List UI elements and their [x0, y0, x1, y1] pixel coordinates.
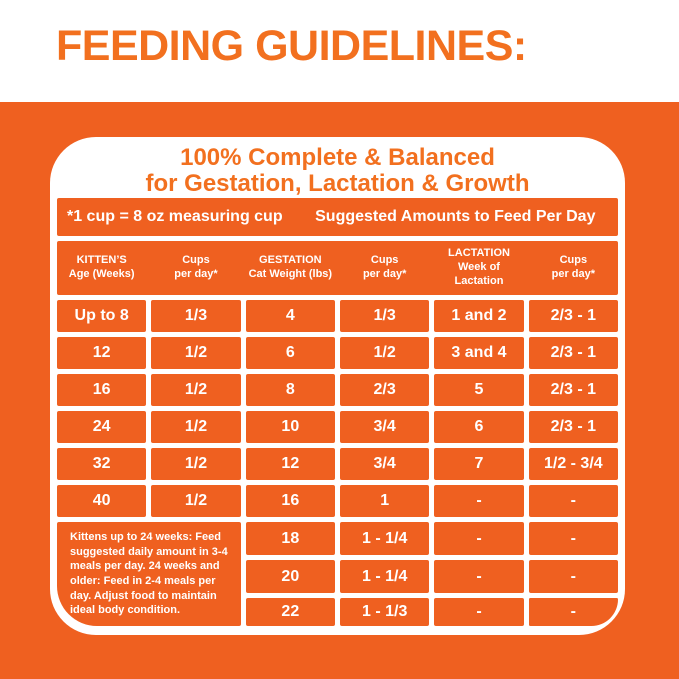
table-cell: 2/3 - 1	[528, 300, 618, 332]
table-cell: -	[434, 598, 524, 626]
table-cell: 1/2	[151, 337, 241, 369]
table-cell: -	[528, 598, 618, 626]
table-cell: 5	[434, 374, 524, 406]
col-header-lactation-week: LACTATION Week of Lactation	[448, 247, 510, 287]
col-header-kittens-age: KITTEN’S Age (Weeks)	[68, 254, 135, 280]
table-cell: -	[528, 522, 618, 555]
table-cell: 2/3 - 1	[528, 411, 618, 443]
table-cell: 1/2	[151, 411, 241, 443]
guidelines-card: 100% Complete & Balanced for Gestation, …	[50, 137, 625, 635]
table-cell: 6	[434, 411, 524, 443]
measuring-note-band: *1 cup = 8 oz measuring cup Suggested Am…	[57, 198, 618, 236]
table-cell: -	[434, 560, 524, 593]
table-cell: 1/2	[151, 485, 241, 517]
cup-measure-note: *1 cup = 8 oz measuring cup	[66, 208, 283, 225]
table-cell: 1 and 2	[434, 300, 524, 332]
feeding-table: *1 cup = 8 oz measuring cup Suggested Am…	[57, 198, 618, 626]
card-heading-line1: 100% Complete & Balanced	[180, 143, 495, 171]
table-cell: 1 - 1/3	[340, 598, 430, 626]
table-cell: 3 and 4	[434, 337, 524, 369]
table-cell: 1/2 - 3/4	[528, 448, 618, 480]
table-cell: 22	[245, 598, 335, 626]
table-cell: 2/3 - 1	[528, 337, 618, 369]
table-cell: 20	[245, 560, 335, 593]
table-cell: 4	[245, 300, 335, 332]
table-cell: 1/2	[151, 448, 241, 480]
guidelines-panel: 100% Complete & Balanced for Gestation, …	[0, 102, 679, 679]
table-cell: 18	[245, 522, 335, 555]
table-cell: 3/4	[340, 448, 430, 480]
table-cell: 7	[434, 448, 524, 480]
table-cell: 12	[245, 448, 335, 480]
table-cell: Up to 8	[57, 300, 147, 332]
col-header-cups-per-day-2: Cups per day*	[362, 254, 407, 280]
table-cell: -	[528, 560, 618, 593]
feeding-instructions-note: Kittens up to 24 weeks: Feed suggested d…	[57, 522, 241, 626]
col-header-cups-per-day-3: Cups per day*	[551, 254, 596, 280]
table-cell: 1 - 1/4	[340, 560, 430, 593]
table-cell: 1/2	[151, 374, 241, 406]
table-cell: -	[528, 485, 618, 517]
table-cell: 16	[57, 374, 147, 406]
table-cell: -	[434, 522, 524, 555]
column-header-row: KITTEN’S Age (Weeks) Cups per day* GESTA…	[57, 241, 618, 295]
table-cell: 3/4	[340, 411, 430, 443]
page-title: FEEDING GUIDELINES:	[56, 22, 527, 70]
table-cell: 10	[245, 411, 335, 443]
col-header-cups-per-day-1: Cups per day*	[174, 254, 218, 280]
table-cell: 1/2	[340, 337, 430, 369]
table-cell: 6	[245, 337, 335, 369]
table-cell: 1/3	[340, 300, 430, 332]
col-header-gestation-weight: GESTATION Cat Weight (lbs)	[248, 254, 333, 280]
table-cell: 12	[57, 337, 147, 369]
card-heading-line2: for Gestation, Lactation & Growth	[145, 170, 530, 197]
table-cell: 32	[57, 448, 147, 480]
table-cell: 40	[57, 485, 147, 517]
table-cell: 16	[245, 485, 335, 517]
table-cell: 1	[340, 485, 430, 517]
suggested-amounts-note: Suggested Amounts to Feed Per Day	[315, 208, 596, 225]
table-cell: -	[434, 485, 524, 517]
table-cell: 2/3	[340, 374, 430, 406]
table-cell: 1 - 1/4	[340, 522, 430, 555]
table-cell: 8	[245, 374, 335, 406]
table-cell: 24	[57, 411, 147, 443]
table-cell: 1/3	[151, 300, 241, 332]
table-cell: 2/3 - 1	[528, 374, 618, 406]
card-heading: 100% Complete & Balanced for Gestation, …	[57, 144, 618, 198]
